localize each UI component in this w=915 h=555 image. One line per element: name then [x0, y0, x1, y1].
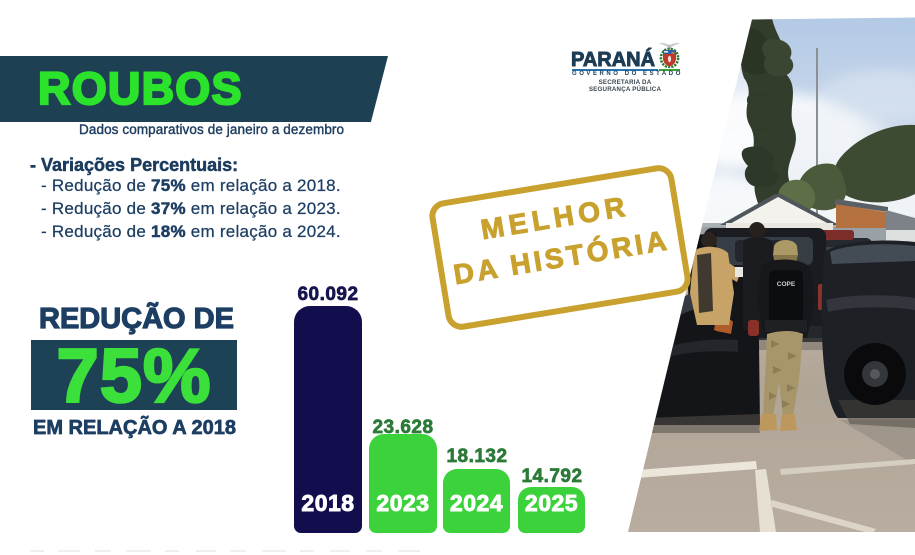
svg-text:COPE: COPE [777, 281, 796, 288]
